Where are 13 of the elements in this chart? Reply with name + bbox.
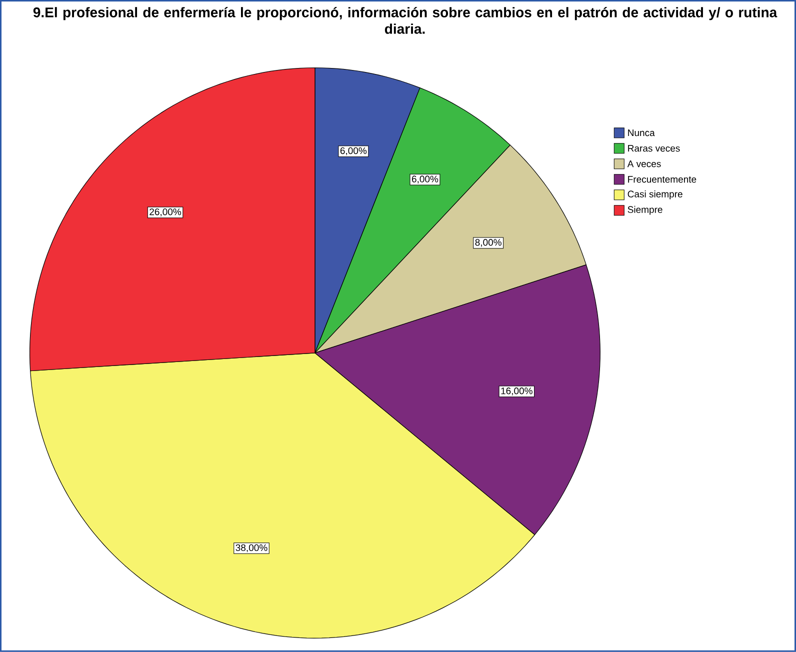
legend-label: Frecuentemente bbox=[628, 176, 696, 183]
legend-label: Casi siempre bbox=[628, 190, 682, 200]
legend-label: Nunca bbox=[628, 130, 655, 136]
chart-title: 9.El profesional de enfermería le proporcionó, información sobre cambios en el patrón de actividad y/ o rutina diaria. bbox=[33, 6, 778, 34]
legend-label: Siempre bbox=[628, 206, 662, 215]
data-label: 26,00% bbox=[150, 208, 182, 216]
data-label: 6,00% bbox=[340, 147, 367, 156]
data-label: 8,00% bbox=[475, 239, 502, 247]
data-label: 6,00% bbox=[412, 176, 438, 184]
legend-label: A veces bbox=[627, 160, 661, 168]
data-label: 38,00% bbox=[236, 544, 268, 552]
legend-label: Raras veces bbox=[628, 145, 680, 152]
data-label: 16,00% bbox=[501, 388, 532, 396]
